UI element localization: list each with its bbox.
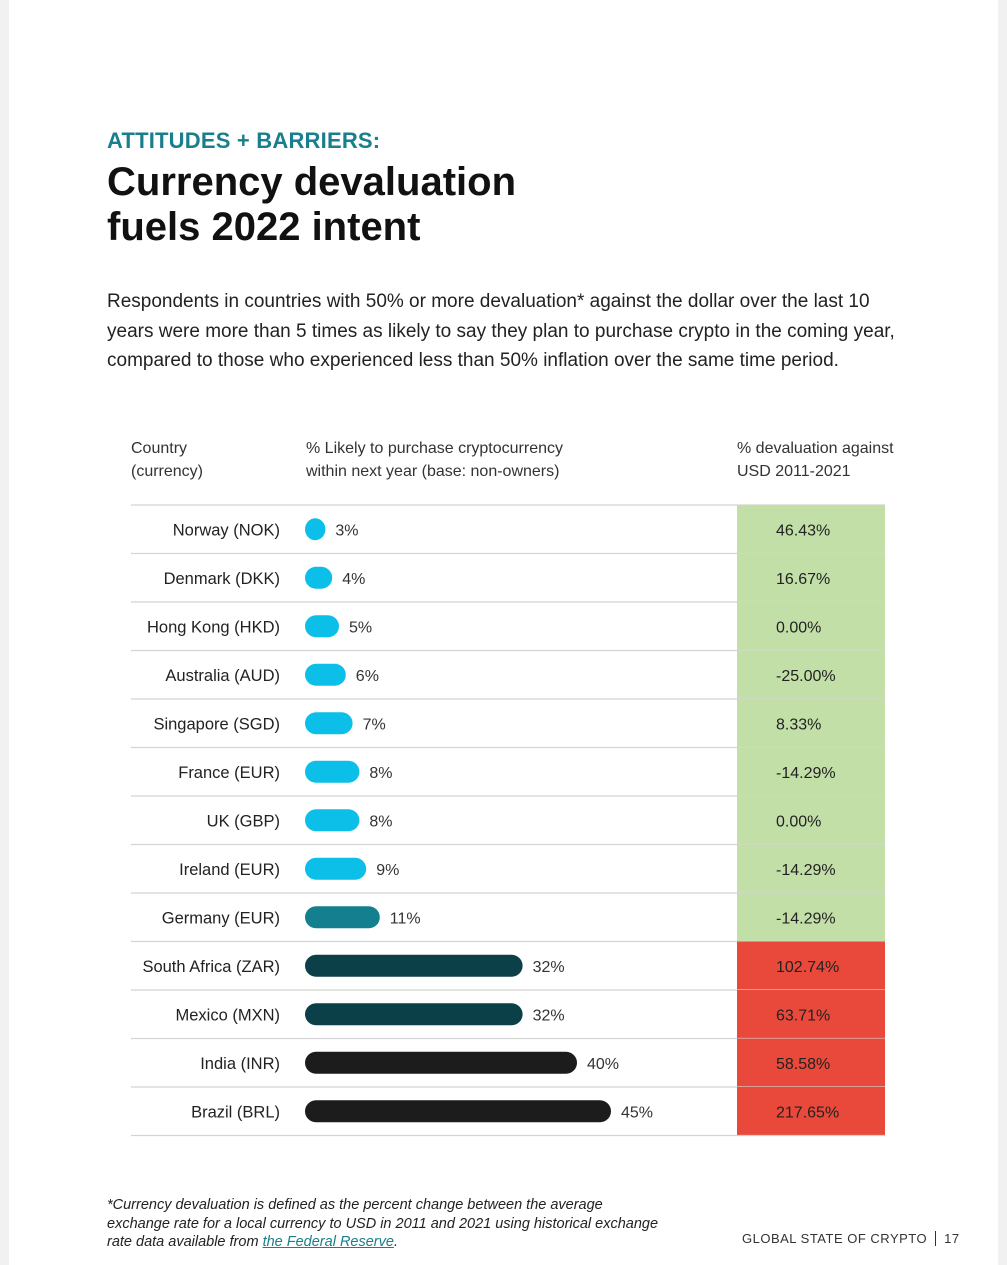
devaluation-label: -25.00%	[776, 668, 836, 685]
column-header-country-line2: (currency)	[131, 463, 204, 480]
devaluation-cell	[737, 602, 885, 651]
bar	[305, 712, 353, 735]
devaluation-label: 8.33%	[776, 716, 821, 733]
bar	[305, 954, 523, 977]
bar-value-label: 45%	[621, 1104, 653, 1121]
country-label: Brazil (BRL)	[191, 1103, 280, 1121]
column-header-deval-line1: % devaluation against	[737, 440, 894, 457]
bar	[305, 518, 326, 541]
bar	[305, 566, 333, 589]
devaluation-cell	[737, 941, 885, 991]
devaluation-cell	[737, 1087, 885, 1136]
footnote-text: *Currency devaluation is defined as the …	[107, 1197, 659, 1250]
footnote: *Currency devaluation is defined as the …	[107, 1196, 667, 1252]
country-label: Germany (EUR)	[162, 909, 280, 927]
bar-value-label: 9%	[376, 862, 399, 879]
devaluation-label: 102.74%	[776, 959, 839, 976]
page-edge-right	[998, 0, 1007, 1265]
country-label: Hong Kong (HKD)	[147, 618, 280, 636]
bar	[305, 1051, 577, 1074]
column-header-country: Country (currency)	[131, 437, 203, 483]
devaluation-cell	[737, 505, 885, 554]
bar-value-label: 4%	[342, 571, 365, 588]
country-label: Norway (NOK)	[173, 521, 280, 539]
column-header-likely: % Likely to purchase cryptocurrency with…	[306, 437, 563, 483]
country-label: Denmark (DKK)	[164, 570, 280, 588]
bar-value-label: 7%	[363, 716, 386, 733]
devaluation-label: 58.58%	[776, 1056, 830, 1073]
country-label: Ireland (EUR)	[179, 861, 280, 879]
bar-value-label: 40%	[587, 1056, 619, 1073]
devaluation-label: 16.67%	[776, 571, 830, 588]
bar	[305, 1003, 523, 1026]
federal-reserve-link[interactable]: the Federal Reserve	[262, 1234, 394, 1250]
devaluation-cell	[737, 553, 885, 603]
devaluation-cell	[737, 844, 885, 894]
footer-separator	[935, 1231, 937, 1246]
devaluation-label: -14.29%	[776, 765, 836, 782]
section-eyebrow: ATTITUDES + BARRIERS:	[107, 128, 381, 153]
country-label: South Africa (ZAR)	[142, 958, 280, 976]
bar-value-label: 32%	[533, 959, 565, 976]
page-edge-left	[0, 0, 9, 1265]
column-header-devaluation: % devaluation against USD 2011-2021	[737, 437, 894, 483]
bar-value-label: 5%	[349, 619, 372, 636]
bar-value-label: 3%	[335, 522, 358, 539]
devaluation-cell	[737, 796, 885, 845]
devaluation-cell	[737, 893, 885, 942]
devaluation-label: -14.29%	[776, 862, 836, 879]
devaluation-cell	[737, 699, 885, 748]
footnote-end: .	[393, 1234, 398, 1250]
bar-value-label: 32%	[533, 1007, 565, 1024]
bar	[305, 1100, 611, 1123]
devaluation-cell	[737, 650, 885, 700]
column-header-likely-line1: % Likely to purchase cryptocurrency	[306, 440, 563, 457]
page-title: Currency devaluation fuels 2022 intent	[107, 160, 627, 250]
column-header-country-line1: Country	[131, 440, 188, 457]
bar	[305, 760, 360, 783]
bar	[305, 857, 367, 880]
country-label: India (INR)	[200, 1055, 280, 1073]
column-header-deval-line2: USD 2011-2021	[737, 463, 851, 480]
devaluation-cell	[737, 990, 885, 1039]
devaluation-label: 0.00%	[776, 813, 821, 830]
bar	[305, 663, 346, 686]
bar-value-label: 6%	[356, 668, 379, 685]
bar	[305, 615, 339, 638]
bar	[305, 809, 360, 832]
devaluation-cell	[737, 1038, 885, 1088]
country-label: France (EUR)	[178, 764, 280, 782]
country-label: Australia (AUD)	[165, 667, 280, 685]
footer-label: GLOBAL STATE OF CRYPTO	[742, 1231, 928, 1246]
bar-value-label: 11%	[390, 910, 421, 927]
page-title-line1: Currency devaluation	[107, 160, 517, 204]
devaluation-cell	[737, 747, 885, 797]
bar-value-label: 8%	[369, 765, 392, 782]
devaluation-label: 217.65%	[776, 1104, 839, 1121]
devaluation-label: 63.71%	[776, 1007, 830, 1024]
devaluation-label: -14.29%	[776, 910, 836, 927]
page-footer: GLOBAL STATE OF CRYPTO 17	[742, 1231, 960, 1246]
devaluation-label: 0.00%	[776, 619, 821, 636]
page-title-line2: fuels 2022 intent	[107, 205, 421, 249]
country-label: Mexico (MXN)	[175, 1006, 280, 1024]
devaluation-label: 46.43%	[776, 522, 830, 539]
bar-value-label: 8%	[369, 813, 392, 830]
page-number: 17	[944, 1231, 960, 1246]
country-label: UK (GBP)	[207, 812, 280, 830]
bar	[305, 906, 380, 929]
column-header-likely-line2: within next year (base: non-owners)	[306, 463, 560, 480]
country-label: Singapore (SGD)	[153, 715, 280, 733]
intro-paragraph: Respondents in countries with 50% or mor…	[107, 291, 895, 371]
